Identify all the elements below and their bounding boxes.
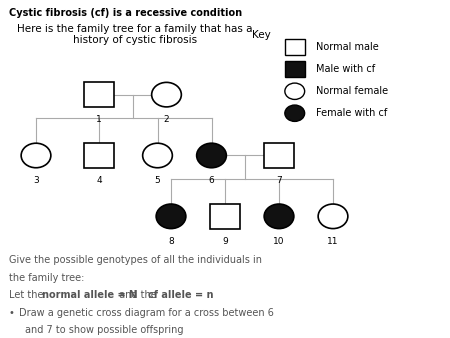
Ellipse shape bbox=[264, 204, 294, 228]
Text: 8: 8 bbox=[168, 237, 174, 246]
Text: Normal male: Normal male bbox=[316, 42, 378, 52]
Ellipse shape bbox=[156, 204, 186, 228]
Text: normal allele = N: normal allele = N bbox=[42, 290, 137, 300]
Text: 6: 6 bbox=[209, 176, 214, 185]
Text: Let the: Let the bbox=[9, 290, 47, 300]
Text: •: • bbox=[9, 308, 15, 318]
Text: Female with cf: Female with cf bbox=[316, 108, 387, 118]
Ellipse shape bbox=[197, 143, 226, 168]
Text: and 7 to show possible offspring: and 7 to show possible offspring bbox=[25, 325, 183, 336]
Text: 1: 1 bbox=[96, 115, 102, 124]
Text: Draw a genetic cross diagram for a cross between 6: Draw a genetic cross diagram for a cross… bbox=[19, 308, 274, 318]
FancyBboxPatch shape bbox=[264, 143, 294, 168]
Ellipse shape bbox=[152, 82, 181, 107]
Text: 11: 11 bbox=[327, 237, 339, 246]
Text: history of cystic fibrosis: history of cystic fibrosis bbox=[73, 35, 197, 46]
FancyBboxPatch shape bbox=[285, 61, 305, 77]
Text: Male with cf: Male with cf bbox=[316, 64, 375, 74]
Ellipse shape bbox=[285, 105, 305, 121]
Text: and the: and the bbox=[116, 290, 160, 300]
FancyBboxPatch shape bbox=[84, 143, 114, 168]
Ellipse shape bbox=[21, 143, 51, 168]
Text: 3: 3 bbox=[33, 176, 39, 185]
Text: Here is the family tree for a family that has a: Here is the family tree for a family tha… bbox=[17, 24, 253, 34]
Text: 5: 5 bbox=[155, 176, 160, 185]
Text: 2: 2 bbox=[164, 115, 169, 124]
Text: 10: 10 bbox=[273, 237, 285, 246]
Text: 9: 9 bbox=[222, 237, 228, 246]
Ellipse shape bbox=[285, 83, 305, 99]
Text: Normal female: Normal female bbox=[316, 86, 388, 96]
FancyBboxPatch shape bbox=[84, 82, 114, 107]
Text: Cystic fibrosis (cf) is a recessive condition: Cystic fibrosis (cf) is a recessive cond… bbox=[9, 8, 242, 19]
Text: cf allele = n: cf allele = n bbox=[148, 290, 213, 300]
Ellipse shape bbox=[318, 204, 348, 228]
Text: 7: 7 bbox=[276, 176, 282, 185]
Text: 4: 4 bbox=[96, 176, 102, 185]
FancyBboxPatch shape bbox=[285, 39, 305, 55]
Text: Key: Key bbox=[252, 30, 271, 41]
Text: Give the possible genotypes of all the individuals in: Give the possible genotypes of all the i… bbox=[9, 255, 262, 265]
FancyBboxPatch shape bbox=[210, 204, 240, 228]
Ellipse shape bbox=[143, 143, 172, 168]
Text: the family tree:: the family tree: bbox=[9, 273, 85, 283]
